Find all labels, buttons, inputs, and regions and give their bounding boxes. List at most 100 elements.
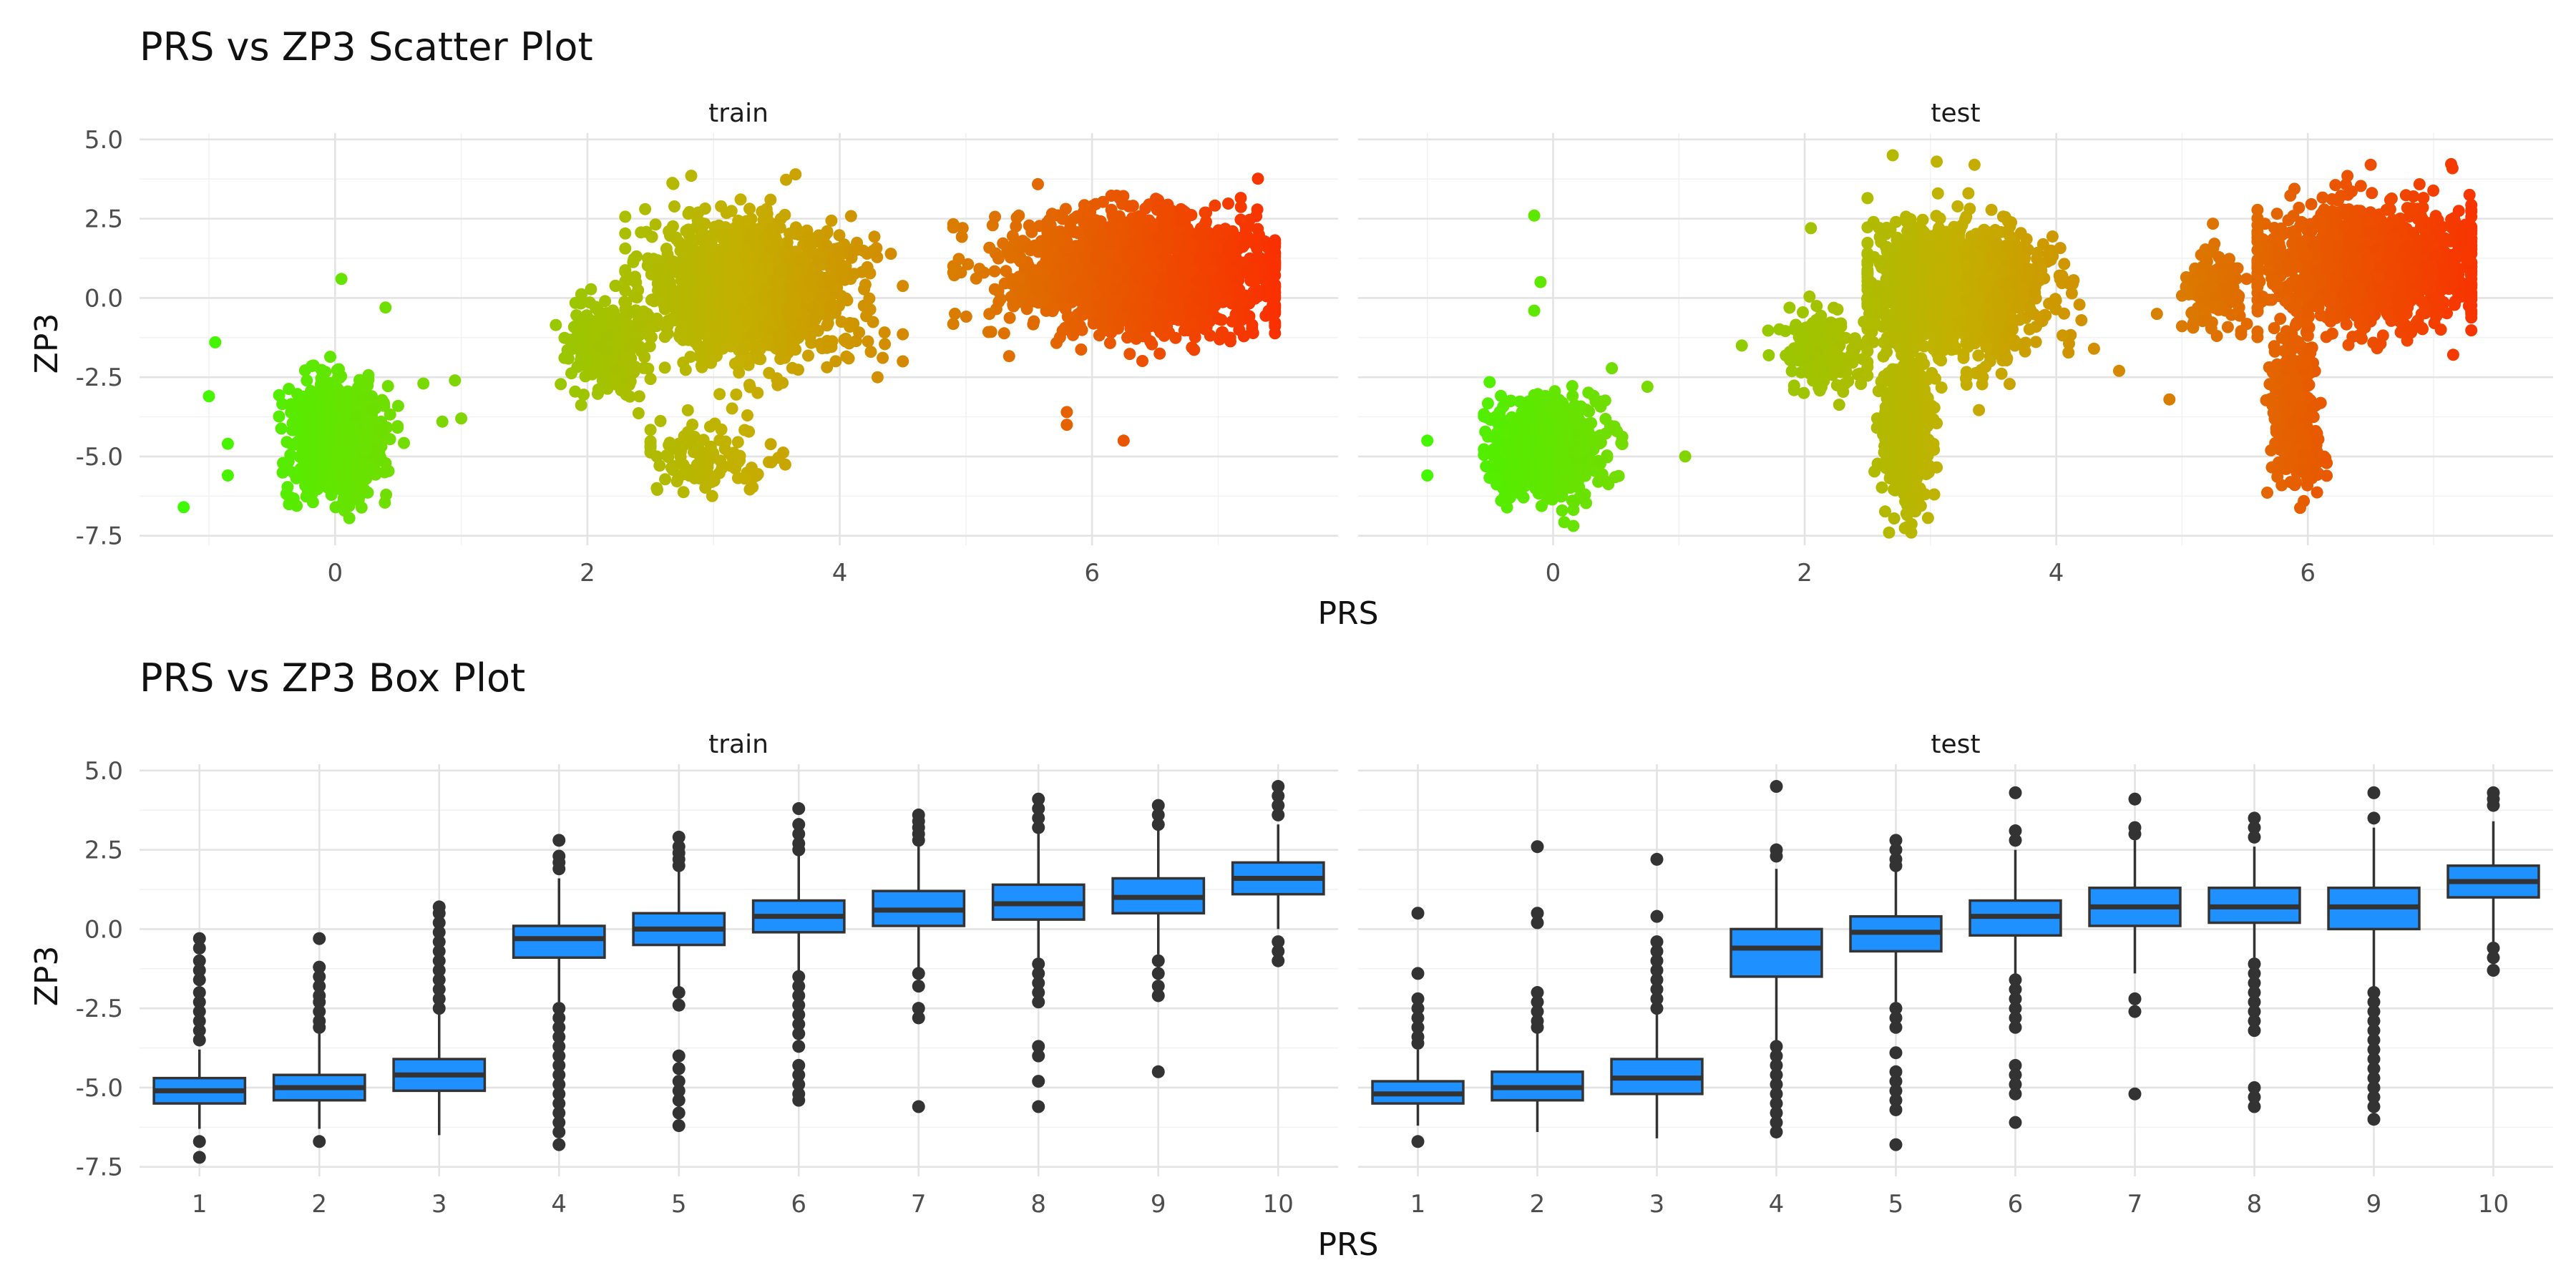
scatter-point <box>948 269 961 282</box>
scatter-point <box>1238 238 1251 251</box>
scatter-point <box>1025 225 1038 238</box>
scatter-point <box>1141 302 1154 315</box>
scatter-point <box>1089 197 1102 210</box>
scatter-point <box>1118 230 1131 242</box>
scatter-point <box>764 438 777 451</box>
scatter-point <box>633 390 645 403</box>
scatter-point <box>571 361 584 374</box>
scatter-point <box>1211 228 1224 240</box>
scatter-point <box>703 352 716 365</box>
scatter-point <box>691 214 704 227</box>
scatter-point <box>682 426 694 439</box>
scatter-point <box>1269 269 1282 282</box>
scatter-point <box>282 464 295 476</box>
scatter-point <box>897 280 909 293</box>
scatter-point <box>1078 199 1091 212</box>
scatter-point <box>333 452 346 465</box>
scatter-point <box>809 313 821 326</box>
scatter-point <box>203 390 215 403</box>
scatter-point <box>1233 323 1246 336</box>
scatter-point <box>374 422 386 435</box>
scatter-point <box>355 428 368 441</box>
scatter-point <box>850 243 863 256</box>
scatter-point <box>1131 235 1143 248</box>
scatter-point <box>384 408 396 421</box>
scatter-point <box>1222 244 1235 257</box>
scatter-point <box>1027 318 1040 331</box>
scatter-point <box>741 409 753 421</box>
scatter-point <box>707 261 720 274</box>
scatter-point <box>1128 303 1141 316</box>
scatter-point <box>1123 348 1136 361</box>
scatter-point <box>639 203 652 215</box>
scatter-point <box>663 436 676 449</box>
scatter-strip-train: train <box>708 99 769 128</box>
scatter-point <box>839 335 852 348</box>
scatter-point <box>644 424 657 436</box>
scatter-point <box>1029 281 1042 294</box>
scatter-point <box>1086 264 1099 277</box>
scatter-point <box>319 423 332 436</box>
scatter-point <box>1103 336 1116 349</box>
scatter-point <box>589 328 602 341</box>
scatter-point <box>1105 220 1118 233</box>
scatter-point <box>1123 200 1136 213</box>
scatter-point <box>336 391 348 404</box>
scatter-point <box>681 404 694 416</box>
scatter-point <box>209 336 222 348</box>
scatter-point <box>619 284 632 297</box>
scatter-point <box>685 170 698 182</box>
scatter-point <box>1244 266 1257 279</box>
scatter-point <box>1076 308 1089 321</box>
scatter-point <box>731 436 744 449</box>
scatter-point <box>361 379 374 392</box>
scatter-point <box>300 458 312 471</box>
scatter-point <box>853 326 866 339</box>
scatter-point <box>877 351 889 364</box>
scatter-point <box>879 338 892 351</box>
scatter-point <box>726 281 739 294</box>
scatter-point <box>1002 350 1015 363</box>
scatter-point <box>654 414 667 427</box>
scatter-point <box>660 320 673 333</box>
scatter-point <box>802 349 814 362</box>
scatter-point <box>684 351 697 364</box>
scatter-point <box>1480 460 1493 473</box>
scatter-point <box>1066 317 1079 330</box>
scatter-test-points <box>1421 149 2478 539</box>
scatter-point <box>1251 203 1264 216</box>
scatter-point <box>1209 199 1221 212</box>
scatter-point <box>648 295 660 308</box>
scatter-point <box>619 317 632 330</box>
scatter-point <box>1117 434 1130 447</box>
scatter-point <box>273 410 286 423</box>
scatter-point <box>653 266 665 279</box>
scatter-point <box>1180 321 1193 333</box>
scatter-point <box>391 421 404 434</box>
scatter-point <box>840 350 853 363</box>
scatter-point <box>774 213 787 225</box>
scatter-point <box>651 484 663 496</box>
scatter-point <box>776 262 789 275</box>
scatter-point <box>779 458 791 471</box>
scatter-point <box>338 426 351 439</box>
scatter-title: PRS vs ZP3 Scatter Plot <box>140 24 593 69</box>
scatter-point <box>1068 213 1080 225</box>
box-strip-test: test <box>1931 730 1980 759</box>
scatter-point <box>301 484 314 497</box>
scatter-point <box>643 311 656 323</box>
scatter-point <box>1143 288 1156 301</box>
scatter-point <box>784 318 797 331</box>
scatter-point <box>1153 347 1166 360</box>
scatter-point <box>884 248 897 260</box>
scatter-point <box>1199 254 1211 267</box>
scatter-point <box>743 379 756 391</box>
scatter-point <box>1042 278 1055 291</box>
scatter-point <box>1094 233 1107 246</box>
scatter-point <box>1215 313 1228 326</box>
scatter-point <box>741 315 754 328</box>
scatter-point <box>1106 209 1119 222</box>
scatter-point <box>1188 343 1201 356</box>
scatter-point <box>600 366 613 379</box>
scatter-point <box>803 237 815 249</box>
